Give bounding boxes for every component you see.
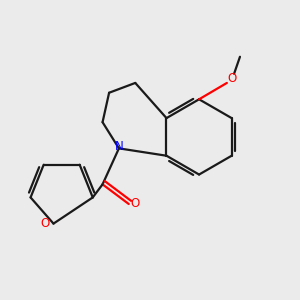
Text: N: N <box>115 140 123 153</box>
Text: O: O <box>130 197 139 211</box>
Text: O: O <box>41 217 50 230</box>
Text: O: O <box>227 71 236 85</box>
